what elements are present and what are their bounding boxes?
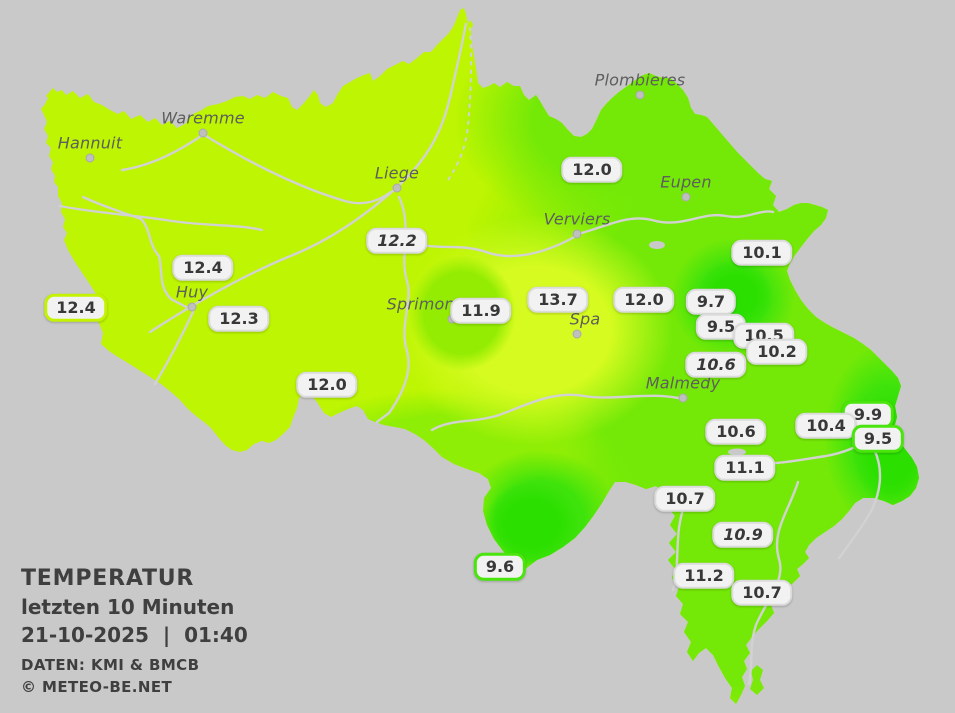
station-badge: 11.9 <box>450 297 512 325</box>
city-dot <box>85 153 95 163</box>
city-dot <box>572 329 582 339</box>
city-dot <box>392 183 402 193</box>
station-badge: 12.2 <box>366 227 428 255</box>
city-marker: Eupen <box>660 173 711 202</box>
city-marker: Waremme <box>161 109 245 138</box>
station-badge: 12.4 <box>172 254 234 282</box>
city-label: Malmedy <box>645 373 721 393</box>
station-badge: 9.5 <box>695 313 747 341</box>
province-fragment <box>750 665 764 695</box>
map-legend-block: TEMPERATUR letzten 10 Minuten 21-10-2025… <box>21 566 248 696</box>
city-dot <box>635 90 645 100</box>
legend-title: TEMPERATUR <box>21 566 195 591</box>
legend-copyright: © METEO-BE.NET <box>21 678 173 696</box>
city-label: Huy <box>175 282 209 302</box>
station-badge: 12.0 <box>613 286 675 314</box>
lakes <box>649 241 746 456</box>
station-badge: 12.4 <box>44 293 108 323</box>
station-badge: 11.1 <box>714 454 776 482</box>
city-label: Spa <box>569 309 601 329</box>
city-dot <box>572 229 582 239</box>
station-badge: 10.4 <box>795 412 857 440</box>
city-marker: Verviers <box>544 210 610 239</box>
city-label: Verviers <box>543 209 611 229</box>
station-badge: 12.0 <box>561 156 623 184</box>
station-badge: 10.2 <box>746 338 808 366</box>
city-label: Sprimont <box>386 294 462 314</box>
city-marker: Malmedy <box>646 374 720 403</box>
city-marker: Plombieres <box>595 71 685 100</box>
station-badge: 9.5 <box>851 424 905 454</box>
city-marker: Hannuit <box>58 134 122 163</box>
city-label: Plombieres <box>594 70 686 90</box>
city-label: Hannuit <box>57 133 123 153</box>
station-badge: 11.2 <box>673 562 735 590</box>
station-badge: 13.7 <box>527 286 589 314</box>
station-badge: 12.3 <box>208 305 270 333</box>
station-badge: 10.7 <box>654 485 716 513</box>
city-dot <box>678 393 688 403</box>
station-badge: 10.9 <box>712 521 774 549</box>
station-badge: 10.6 <box>685 351 747 379</box>
legend-subtitle: letzten 10 Minuten <box>21 595 235 619</box>
station-badge: 10.6 <box>705 418 767 446</box>
station-badge: 9.7 <box>685 288 737 316</box>
city-marker: Spa <box>570 310 600 339</box>
station-badge: 9.6 <box>473 552 527 582</box>
legend-source: DATEN: KMI & BMCB <box>21 656 200 674</box>
station-badge: 10.7 <box>731 579 793 607</box>
city-dot <box>198 128 208 138</box>
city-label: Eupen <box>660 172 712 192</box>
station-badge: 10.1 <box>731 239 793 267</box>
city-marker: Liege <box>375 164 419 193</box>
city-dot <box>681 192 691 202</box>
station-badge: 12.0 <box>296 371 358 399</box>
city-dot <box>187 302 197 312</box>
city-label: Liege <box>374 163 420 183</box>
city-marker: Huy <box>176 283 208 312</box>
city-label: Waremme <box>161 108 245 128</box>
legend-datetime: 21-10-2025 | 01:40 <box>21 623 248 647</box>
